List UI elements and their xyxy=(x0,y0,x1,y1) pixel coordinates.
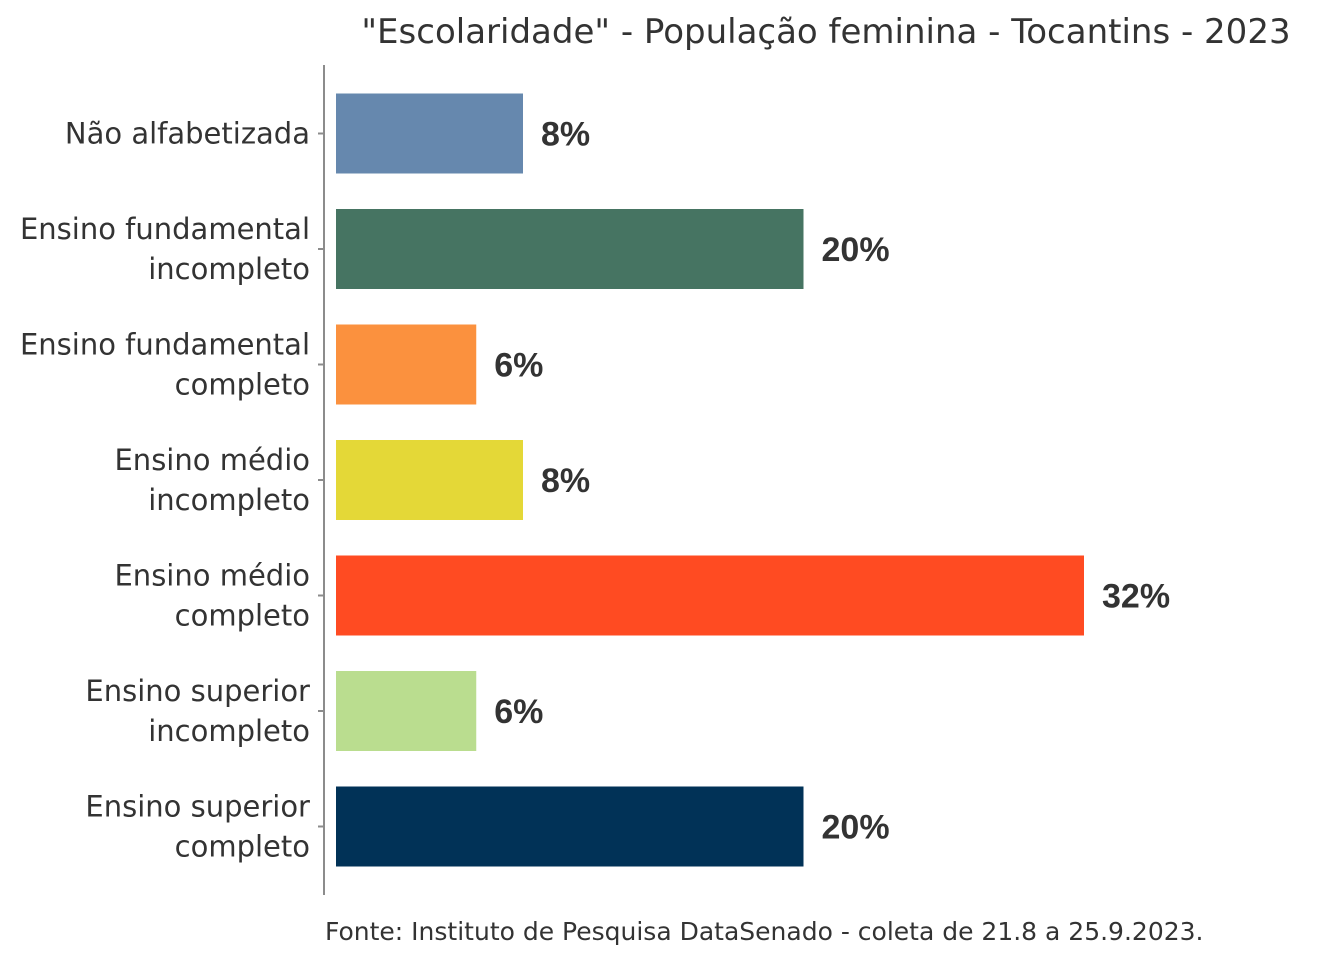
bar-4 xyxy=(336,440,523,520)
bar-6 xyxy=(336,671,477,751)
category-label-line: incompleto xyxy=(148,714,310,748)
category-label-2: Ensino fundamental incompleto xyxy=(20,212,310,286)
value-label-4: 8% xyxy=(541,462,590,500)
category-label-line: Ensino superior xyxy=(85,790,310,824)
value-label-3: 6% xyxy=(494,347,543,385)
category-label-6: Ensino superior incompleto xyxy=(85,674,310,748)
value-label-1: 8% xyxy=(541,116,590,154)
bar-series: Não alfabetizada 8% Ensino fundamental inco… xyxy=(20,93,1170,867)
category-label-line: Não alfabetizada xyxy=(65,117,310,151)
category-label-line: Ensino médio xyxy=(114,559,310,593)
chart-title: "Escolaridade" - População feminina - To… xyxy=(361,12,1290,52)
value-label-2: 20% xyxy=(822,231,890,269)
category-label-line: incompleto xyxy=(148,252,310,286)
value-label-7: 20% xyxy=(822,809,890,847)
category-label-1: Não alfabetizada xyxy=(65,117,310,151)
bar-1 xyxy=(336,93,523,174)
category-label-line: Ensino superior xyxy=(85,674,310,708)
category-label-line: incompleto xyxy=(148,483,310,517)
bar-2 xyxy=(336,209,804,289)
source-note: Fonte: Instituto de Pesquisa DataSenado … xyxy=(325,917,1203,946)
category-label-7: Ensino superior completo xyxy=(85,790,310,864)
category-label-line: Ensino fundamental xyxy=(20,212,310,246)
bar-3 xyxy=(336,324,477,405)
category-label-5: Ensino médio completo xyxy=(114,559,310,633)
category-label-4: Ensino médio incompleto xyxy=(114,443,310,517)
value-label-5: 32% xyxy=(1102,578,1170,616)
category-label-line: completo xyxy=(175,599,310,633)
category-label-line: completo xyxy=(175,830,310,864)
category-label-line: Ensino fundamental xyxy=(20,328,310,362)
value-label-6: 6% xyxy=(494,693,543,731)
category-label-3: Ensino fundamental completo xyxy=(20,328,310,402)
bar-5 xyxy=(336,555,1084,636)
category-label-line: Ensino médio xyxy=(114,443,310,477)
bar-7 xyxy=(336,786,804,867)
category-label-line: completo xyxy=(175,368,310,402)
